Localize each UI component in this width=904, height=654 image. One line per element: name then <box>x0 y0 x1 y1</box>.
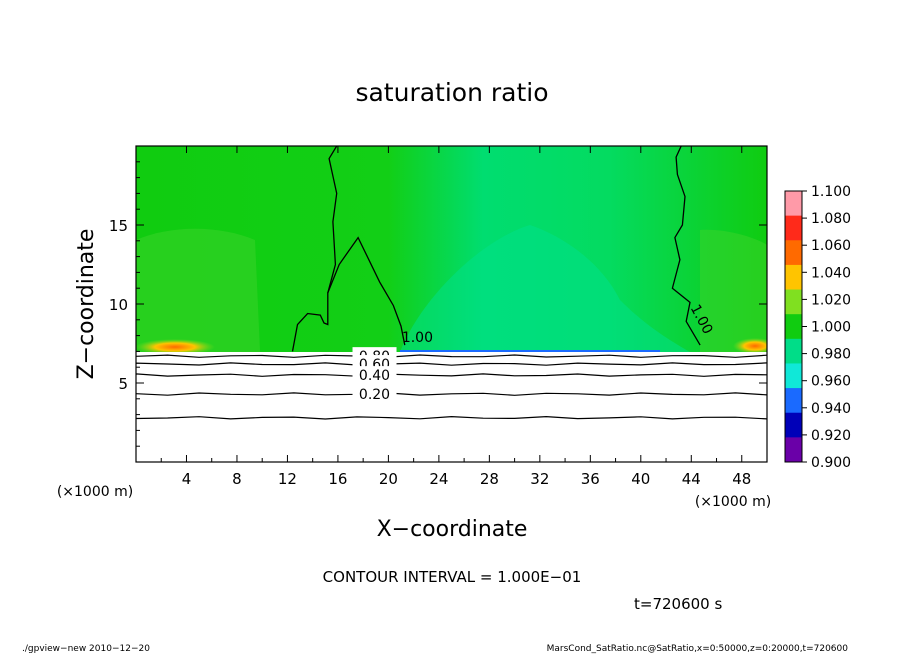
contour-label-bg <box>352 366 397 383</box>
colorbar-label: 0.900 <box>811 455 851 471</box>
colorbar-label: 1.080 <box>811 211 851 227</box>
colorbar-swatch <box>785 388 802 414</box>
field-lower-white <box>136 352 767 462</box>
colorbar-swatch <box>785 240 802 266</box>
time-label: t=720600 s <box>634 595 722 613</box>
x-tick-label: 4 <box>182 470 192 488</box>
footer-right: MarsCond_SatRatio.nc@SatRatio,x=0:50000,… <box>547 644 849 654</box>
x-tick-label: 20 <box>379 470 398 488</box>
colorbar-swatch <box>785 314 802 340</box>
y-tick-label: 10 <box>109 296 128 314</box>
contour-label: 0.20 <box>359 387 390 403</box>
contour-label-bg <box>352 385 397 402</box>
y-tick-label: 15 <box>109 217 128 235</box>
x-tick-label: 24 <box>429 470 448 488</box>
contour-lines: 0.800.600.400.201.001.00 <box>136 146 767 420</box>
field-hotspot-left <box>136 339 215 355</box>
x-tick-label: 48 <box>732 470 751 488</box>
contour-line <box>136 415 767 420</box>
x-tick-label: 40 <box>631 470 650 488</box>
x-axis-ticks: 4 8 12 16 20 24 28 32 36 40 44 48 <box>160 146 751 488</box>
contour-line <box>136 373 767 377</box>
colorbar-swatch <box>785 264 802 291</box>
colorbar-label: 1.020 <box>811 292 851 308</box>
x-tick-label: 36 <box>581 470 600 488</box>
plot-area: 0.800.600.400.201.001.00 <box>136 146 767 462</box>
contour-label: 0.40 <box>359 368 390 384</box>
field-hotspot-right <box>733 338 767 354</box>
contour-line <box>671 146 701 346</box>
colorbar-label: 1.060 <box>811 238 851 254</box>
y-tick-label: 5 <box>118 375 128 393</box>
colorbar-label: 1.100 <box>811 184 851 200</box>
colorbar-swatch <box>785 289 802 315</box>
colorbar-swatch <box>785 338 802 364</box>
x-tick-label: 44 <box>682 470 701 488</box>
colorbar-swatch <box>785 412 802 438</box>
field-aqua-region <box>400 225 690 352</box>
y-axis-label: Z−coordinate <box>74 229 99 380</box>
field-light-green-patch-left <box>136 228 260 352</box>
x-axis-label: X−coordinate <box>377 517 528 542</box>
contour-line <box>327 146 338 294</box>
x-tick-label: 8 <box>232 470 242 488</box>
x-tick-label: 16 <box>328 470 347 488</box>
colorbar-swatch <box>785 437 802 463</box>
x-unit-label-left: (×1000 m) <box>57 484 133 500</box>
colorbar-swatch <box>785 215 802 241</box>
x-tick-label: 32 <box>530 470 549 488</box>
contour-line <box>136 354 767 358</box>
colorbar-label: 0.960 <box>811 374 851 390</box>
colorbar-label: 1.000 <box>811 320 851 336</box>
colorbar: 1.100 1.080 1.060 1.040 1.020 1.000 0.980 0.960… <box>784 184 851 471</box>
x-tick-label: 28 <box>480 470 499 488</box>
contour-line <box>136 362 767 366</box>
colorbar-label: 0.940 <box>811 401 851 417</box>
contour-line <box>136 392 767 396</box>
x-unit-label-right: (×1000 m) <box>695 494 771 510</box>
colorbar-label: 1.040 <box>811 265 851 281</box>
footer-left: ./gpview−new 2010−12−20 <box>22 644 150 654</box>
colorbar-swatch <box>785 363 802 389</box>
x-tick-label: 12 <box>278 470 297 488</box>
chart-title: saturation ratio <box>355 78 548 107</box>
field-light-green-patch-right <box>700 229 767 352</box>
y-axis-ticks: 5 10 15 <box>109 161 767 447</box>
contour-label: 1.00 <box>402 330 433 346</box>
colorbar-label: 0.920 <box>811 428 851 444</box>
colorbar-swatch <box>785 191 802 217</box>
contour-interval-text: CONTOUR INTERVAL = 1.000E−01 <box>323 568 582 586</box>
colorbar-label: 0.980 <box>811 347 851 363</box>
